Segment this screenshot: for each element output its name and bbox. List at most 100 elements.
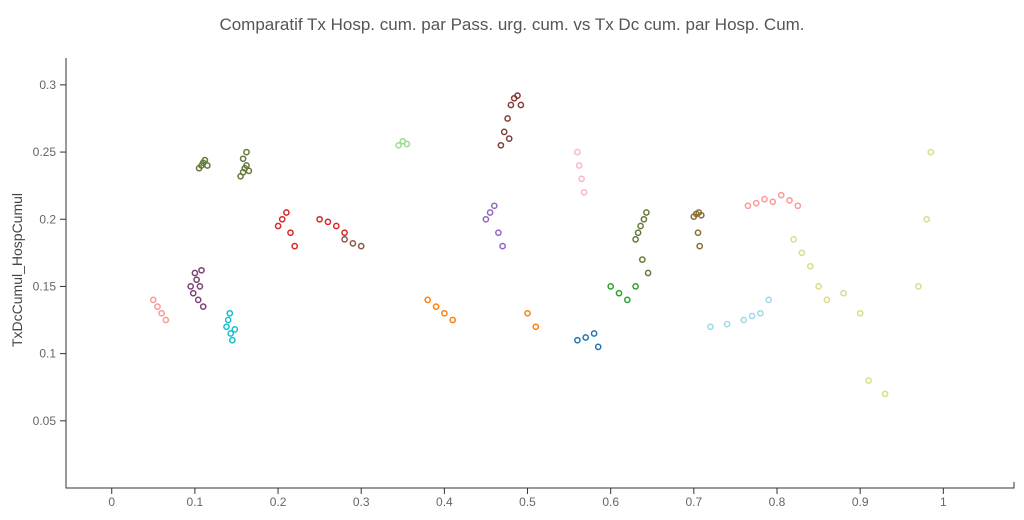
data-point	[623, 296, 631, 304]
data-point	[798, 249, 806, 257]
data-point	[794, 202, 802, 210]
data-point	[574, 148, 581, 156]
data-point	[748, 312, 756, 320]
data-point	[287, 229, 294, 237]
data-point	[154, 303, 161, 310]
data-point	[752, 199, 760, 207]
axis-frame	[65, 58, 1015, 489]
x-tick-label: 0.4	[436, 495, 453, 509]
data-point	[223, 323, 230, 331]
data-point	[324, 218, 332, 226]
data-point	[634, 229, 642, 237]
data-point	[245, 167, 253, 175]
data-point	[696, 242, 704, 250]
data-point	[505, 135, 513, 142]
data-point	[227, 330, 235, 337]
data-point	[341, 229, 348, 237]
data-point	[231, 326, 239, 333]
data-point	[424, 296, 432, 304]
data-point	[881, 390, 889, 398]
data-point	[840, 289, 847, 297]
data-point	[316, 215, 323, 223]
data-point	[228, 336, 236, 344]
data-point	[449, 316, 457, 324]
y-tick-label: 0.3	[39, 78, 56, 92]
data-point	[927, 148, 935, 156]
y-axis-label: TxDcCumul_HospCumul	[9, 193, 25, 347]
data-point	[239, 155, 247, 163]
axes	[65, 58, 1015, 489]
x-tick-label: 0.3	[353, 495, 370, 509]
data-point	[806, 262, 814, 270]
data-point	[856, 309, 864, 317]
data-point	[575, 162, 583, 169]
data-point	[640, 215, 648, 223]
data-point	[349, 240, 357, 247]
chart-title: Comparatif Tx Hosp. cum. par Pass. urg. …	[219, 15, 804, 34]
data-point	[514, 92, 521, 99]
data-point	[607, 283, 615, 290]
data-point	[162, 316, 170, 324]
data-point	[196, 283, 204, 290]
x-tick-label: 0.7	[685, 495, 702, 509]
data-point	[790, 236, 797, 243]
data-point	[187, 283, 195, 290]
data-point	[740, 316, 748, 324]
data-point	[332, 222, 340, 230]
data-point	[923, 215, 931, 223]
data-point	[482, 215, 490, 223]
data-point	[149, 296, 157, 304]
data-point	[757, 309, 764, 317]
data-point	[193, 276, 200, 284]
data-point	[697, 211, 705, 219]
x-tick-label: 0.1	[187, 495, 204, 509]
data-point	[632, 283, 639, 290]
data-point	[291, 242, 299, 250]
data-point	[644, 269, 652, 277]
data-point	[532, 323, 540, 331]
data-point	[274, 222, 282, 230]
data-point	[395, 141, 402, 149]
data-point	[432, 303, 440, 310]
data-point	[490, 202, 498, 210]
data-point	[823, 296, 831, 304]
data-point	[504, 115, 511, 122]
data-point	[615, 289, 623, 297]
data-point	[403, 140, 411, 148]
y-tick-label: 0.2	[39, 212, 56, 226]
data-point	[158, 309, 165, 317]
x-tick-label: 0.6	[602, 495, 619, 509]
y-tick-label: 0.1	[39, 347, 56, 361]
data-point	[278, 215, 286, 223]
data-point	[357, 242, 365, 250]
data-point	[199, 303, 207, 310]
data-point	[204, 162, 211, 169]
data-point	[765, 296, 773, 304]
y-tick-label: 0.05	[33, 414, 57, 428]
data-point	[643, 209, 650, 216]
data-point	[744, 202, 752, 210]
data-point	[198, 266, 205, 274]
data-point	[694, 229, 702, 237]
y-axis-ticks: 0.05 0.1 0.15 0.2 0.25 0.3	[33, 78, 66, 428]
x-tick-label: 0.9	[852, 495, 869, 509]
y-tick-label: 0.15	[33, 279, 57, 293]
data-point	[590, 330, 598, 337]
data-point	[777, 191, 785, 199]
data-point	[632, 236, 639, 243]
data-point	[865, 377, 872, 384]
data-point	[723, 320, 731, 328]
data-point	[189, 289, 197, 297]
data-point	[441, 309, 448, 317]
data-point	[341, 236, 348, 243]
x-tick-label: 0.2	[270, 495, 287, 509]
data-point	[507, 101, 515, 109]
data-point	[500, 128, 508, 136]
data-point	[224, 316, 232, 324]
x-axis-ticks: 0 0.1 0.2 0.3 0.4 0.5 0.6 0.7 0.8 0.9 1	[108, 488, 947, 509]
data-point	[594, 343, 602, 351]
data-point	[517, 101, 525, 109]
data-point	[191, 269, 199, 277]
